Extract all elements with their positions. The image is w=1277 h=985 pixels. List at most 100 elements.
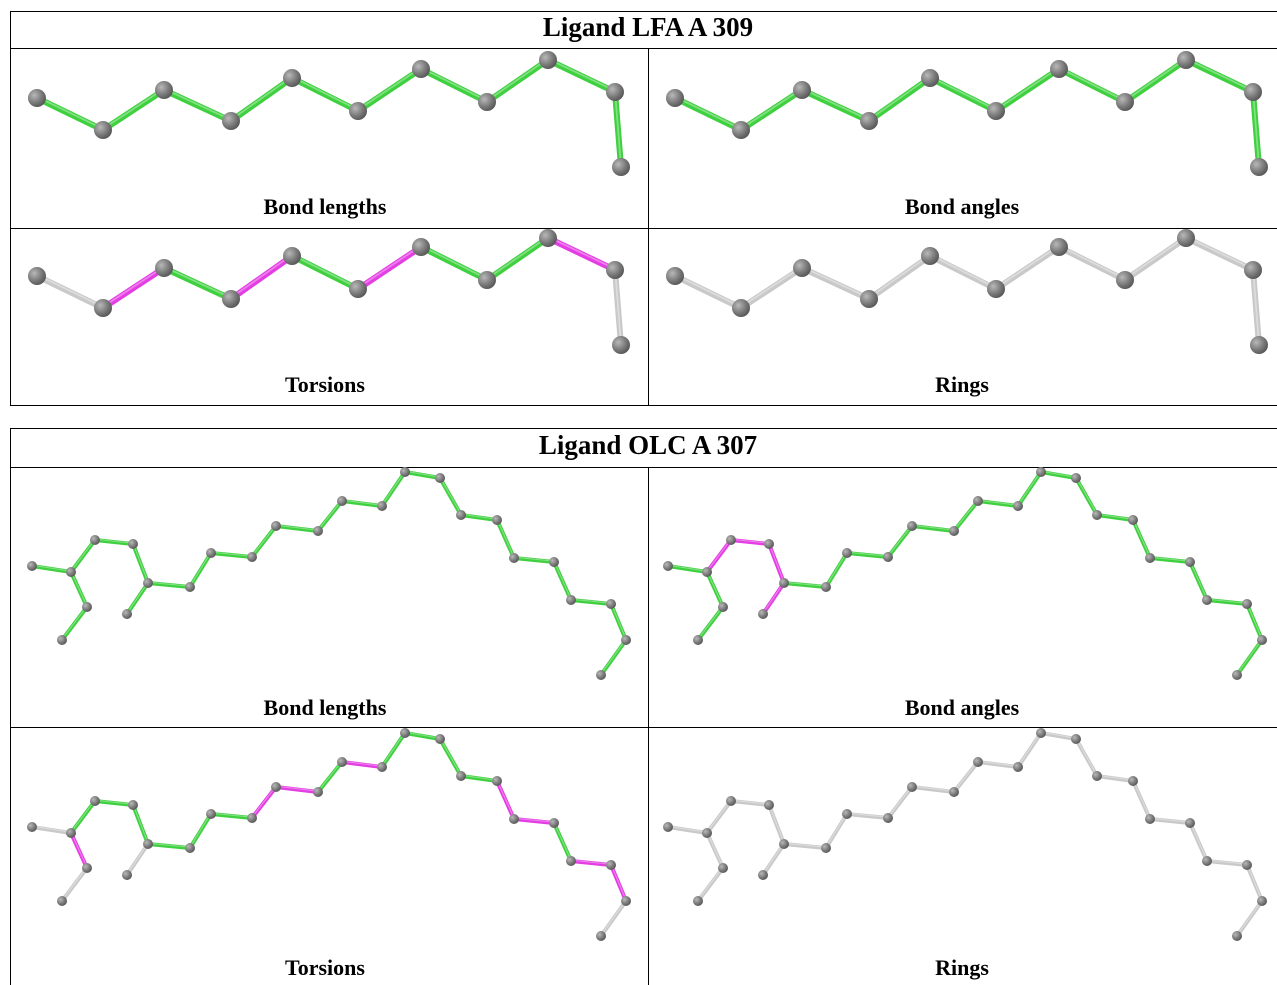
cell-caption: Bond angles [905, 695, 1020, 720]
bond-highlight [1125, 237, 1186, 279]
atom [921, 247, 939, 265]
atom [1050, 60, 1068, 78]
atom [185, 582, 195, 592]
bond-highlight [1247, 603, 1262, 639]
bond [1097, 515, 1133, 520]
bond [32, 827, 71, 833]
atom [779, 839, 789, 849]
atom [1071, 473, 1081, 483]
atom [283, 69, 301, 87]
atom [283, 247, 301, 265]
bond-highlight [1237, 639, 1262, 674]
atom [663, 561, 673, 571]
atom [726, 796, 736, 806]
bond-highlight [1237, 900, 1262, 935]
atom [1250, 336, 1268, 354]
bond-highlight [611, 603, 626, 639]
bond-highlight [1076, 477, 1097, 514]
bond [342, 501, 382, 506]
bond [292, 256, 358, 289]
atom [509, 814, 519, 824]
atom [1250, 158, 1268, 176]
atom [860, 112, 878, 130]
atom [222, 290, 240, 308]
bond [421, 69, 487, 102]
atom [606, 599, 616, 609]
cell-caption: Torsions [285, 372, 365, 397]
bond-highlight [487, 59, 548, 101]
bond-highlight [62, 867, 87, 900]
bond [1186, 238, 1253, 270]
atom [758, 870, 768, 880]
atom [492, 515, 502, 525]
bond-highlight [318, 500, 342, 530]
cell-caption: Rings [935, 955, 989, 980]
atom [764, 800, 774, 810]
bond [37, 98, 103, 130]
atom [666, 89, 684, 107]
atom [1128, 776, 1138, 786]
bond-highlight [1186, 237, 1253, 269]
bond-highlight [292, 77, 358, 110]
bond-highlight [802, 267, 869, 298]
atom [66, 828, 76, 838]
bond-highlight [954, 761, 978, 791]
bond [164, 268, 231, 299]
atom [702, 567, 712, 577]
atom [621, 635, 631, 645]
atom [313, 787, 323, 797]
atom [1116, 93, 1134, 111]
bond-highlight [1059, 68, 1125, 101]
bond-highlight [231, 255, 292, 298]
bond-highlight [358, 68, 421, 110]
bond [978, 501, 1018, 506]
atom [1050, 238, 1068, 256]
atom [821, 843, 831, 853]
bond-highlight [954, 500, 978, 530]
atom [1257, 896, 1267, 906]
bond-highlight [548, 59, 615, 91]
bond [358, 247, 421, 289]
bond-highlight [382, 471, 405, 505]
atom [1242, 860, 1252, 870]
atom [566, 595, 576, 605]
atom [793, 259, 811, 277]
atom [412, 238, 430, 256]
atom [860, 290, 878, 308]
bond-highlight [252, 525, 276, 556]
bond-highlight [930, 255, 996, 288]
bond [1041, 472, 1076, 478]
bond-highlight [1125, 59, 1186, 101]
atom [921, 69, 939, 87]
atom [566, 856, 576, 866]
bond [1186, 60, 1253, 92]
atom [663, 822, 673, 832]
atom [1242, 599, 1252, 609]
bond-highlight [103, 267, 164, 307]
atom [793, 81, 811, 99]
bond [37, 276, 103, 308]
atom [66, 567, 76, 577]
bond-highlight [826, 813, 847, 847]
bond-highlight [190, 813, 211, 847]
bond-highlight [826, 552, 847, 586]
atom [94, 299, 112, 317]
bond [548, 60, 615, 92]
bond-highlight [292, 255, 358, 288]
page: Ligand LFA A 309 Bond lengths Bond angle… [0, 0, 1277, 985]
atom [435, 734, 445, 744]
bond [292, 78, 358, 111]
atom [1232, 670, 1242, 680]
bond [548, 238, 615, 270]
bond [668, 827, 707, 833]
atom [349, 102, 367, 120]
bond-highlight [382, 732, 405, 766]
atom [973, 496, 983, 506]
bond-highlight [497, 519, 514, 557]
atom [82, 863, 92, 873]
bond-highlight [741, 89, 802, 129]
bond-highlight [1133, 780, 1150, 818]
bond [675, 276, 741, 308]
atom [1257, 635, 1267, 645]
bond-highlight [930, 77, 996, 110]
